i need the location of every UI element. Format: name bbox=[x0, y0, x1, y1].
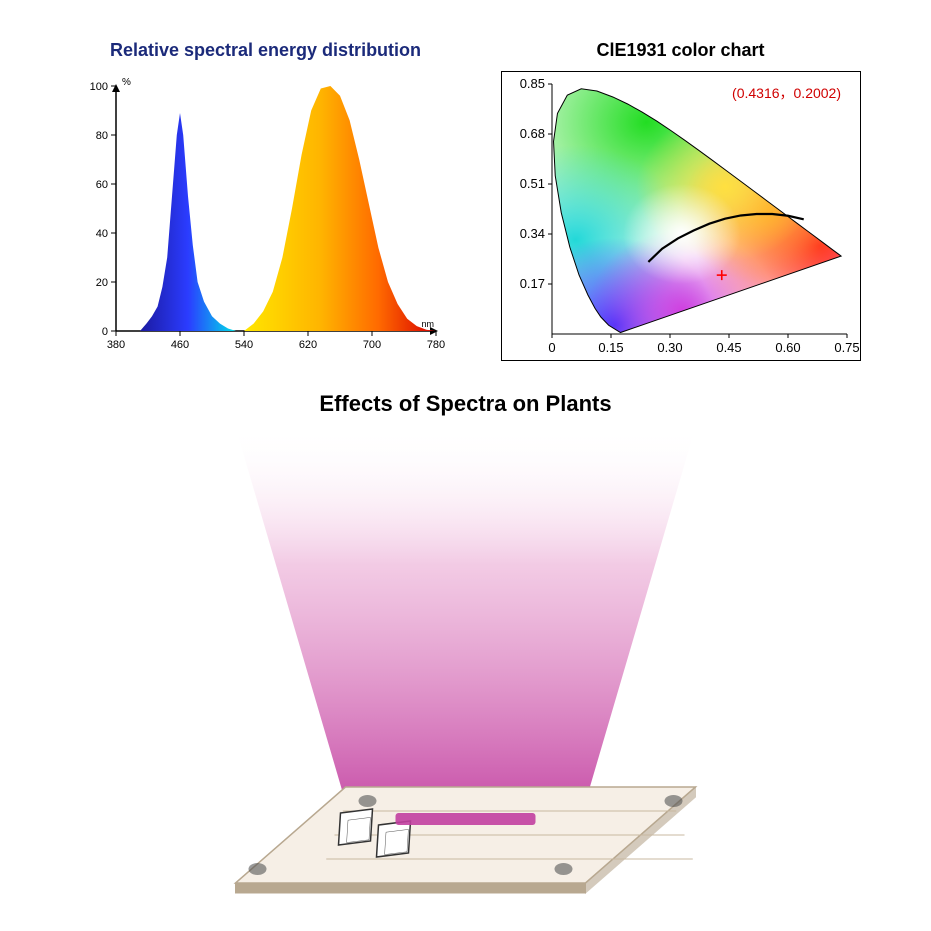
svg-text:0.68: 0.68 bbox=[519, 126, 544, 141]
svg-text:%: % bbox=[122, 77, 131, 88]
svg-text:0.60: 0.60 bbox=[775, 340, 800, 355]
beam-illustration bbox=[60, 427, 871, 897]
cie-chart: 0.17 0.34 0.51 0.68 0.85 0 0.15 0.30 0.45 0.60 0.7… bbox=[502, 72, 862, 362]
svg-text:0.17: 0.17 bbox=[519, 276, 544, 291]
svg-text:80: 80 bbox=[95, 130, 107, 142]
svg-text:60: 60 bbox=[95, 179, 107, 191]
svg-text:20: 20 bbox=[95, 277, 107, 289]
svg-text:nm: nm bbox=[421, 319, 434, 329]
svg-text:100: 100 bbox=[89, 81, 107, 93]
top-row: Relative spectral energy distribution 0 2… bbox=[60, 40, 871, 361]
cie-column: ClE1931 color chart 0.17 0.34 0.51 0.68 0.85… bbox=[501, 40, 861, 361]
svg-text:620: 620 bbox=[298, 339, 316, 351]
svg-text:0.30: 0.30 bbox=[657, 340, 682, 355]
svg-text:460: 460 bbox=[170, 339, 188, 351]
section-title: Effects of Spectra on Plants bbox=[60, 391, 871, 417]
spectral-column: Relative spectral energy distribution 0 2… bbox=[71, 40, 461, 361]
svg-text:0: 0 bbox=[101, 326, 107, 338]
cie-title: ClE1931 color chart bbox=[596, 40, 764, 61]
svg-text:780: 780 bbox=[426, 339, 444, 351]
spectral-title: Relative spectral energy distribution bbox=[110, 40, 421, 61]
svg-text:(0.4316，0.2002): (0.4316，0.2002) bbox=[732, 85, 841, 101]
svg-text:0.15: 0.15 bbox=[598, 340, 623, 355]
svg-text:0.85: 0.85 bbox=[519, 76, 544, 91]
svg-text:380: 380 bbox=[106, 339, 124, 351]
svg-text:0: 0 bbox=[548, 340, 555, 355]
svg-text:0.51: 0.51 bbox=[519, 176, 544, 191]
svg-text:0.75: 0.75 bbox=[834, 340, 859, 355]
svg-text:540: 540 bbox=[234, 339, 252, 351]
svg-text:40: 40 bbox=[95, 228, 107, 240]
cie-chart-box: 0.17 0.34 0.51 0.68 0.85 0 0.15 0.30 0.45 0.60 0.7… bbox=[501, 71, 861, 361]
svg-text:0.45: 0.45 bbox=[716, 340, 741, 355]
svg-text:700: 700 bbox=[362, 339, 380, 351]
page: Relative spectral energy distribution 0 2… bbox=[0, 0, 931, 931]
beam-area bbox=[60, 427, 871, 897]
spectral-chart: 0 20 40 60 80 100% 380 460 540 620 700 780 nm bbox=[71, 71, 461, 361]
svg-text:0.34: 0.34 bbox=[519, 226, 544, 241]
